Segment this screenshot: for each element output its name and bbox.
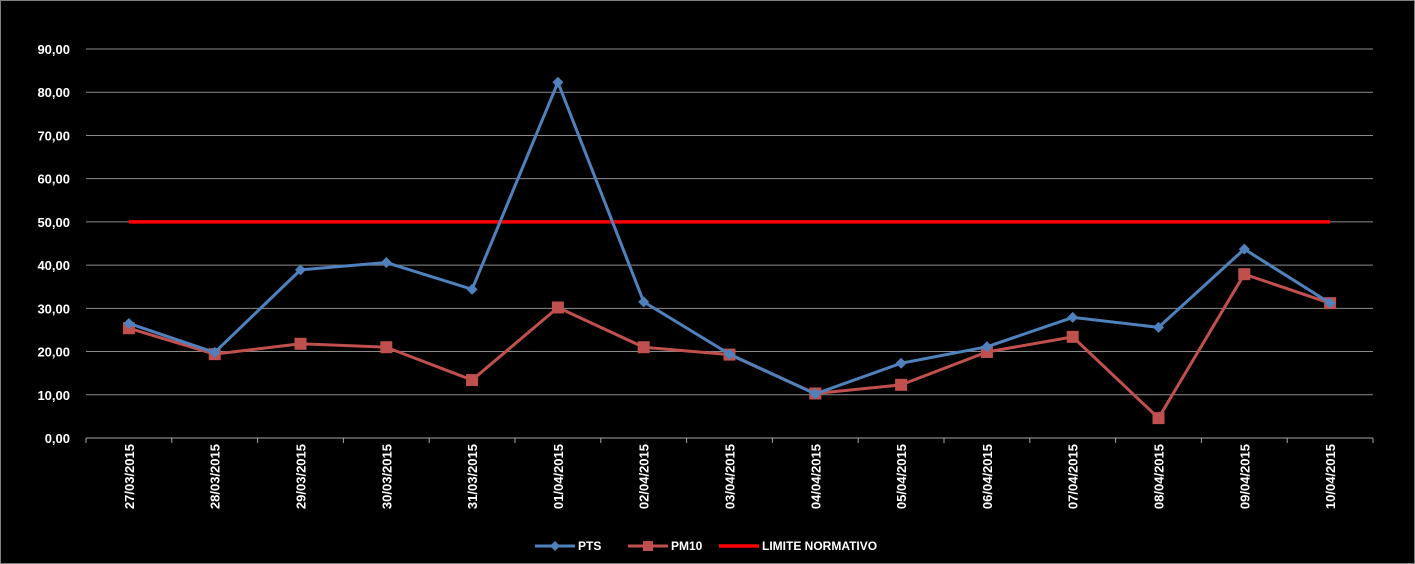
x-tick-label: 01/04/2015 (551, 444, 566, 509)
pm10-point (551, 301, 564, 314)
pts-point (724, 348, 735, 360)
x-tick-label: 08/04/2015 (1152, 444, 1167, 509)
y-tick-label: 40,00 (37, 258, 70, 273)
y-tick-label: 60,00 (37, 172, 70, 187)
legend-label-pts: PTS (578, 539, 601, 553)
y-tick-label: 70,00 (37, 128, 70, 143)
pts-point (1324, 297, 1336, 309)
series-line-pts (128, 80, 1331, 396)
x-tick-label: 27/03/2015 (122, 444, 137, 509)
y-tick-label: 90,00 (37, 42, 70, 57)
pts-point (638, 296, 650, 308)
x-tick-label: 04/04/2015 (808, 444, 823, 509)
x-tick-label: 06/04/2015 (980, 444, 995, 509)
x-tick-label: 10/04/2015 (1323, 444, 1338, 509)
pts-point (466, 283, 478, 295)
legend-label-pm10: PM10 (671, 539, 703, 553)
x-tick-label: 28/03/2015 (208, 444, 223, 509)
pts-point (380, 257, 392, 269)
x-tick-label: 31/03/2015 (465, 444, 480, 509)
series-line-pm10 (128, 272, 1331, 420)
y-tick-label: 10,00 (37, 388, 70, 403)
pm10-point (1066, 330, 1079, 343)
pm10-point (294, 337, 307, 350)
pts-point (295, 264, 306, 276)
pts-point (1238, 243, 1250, 255)
x-tick-label: 30/03/2015 (379, 444, 394, 509)
pm10-point (895, 378, 908, 391)
pm10-point (1152, 412, 1165, 425)
y-tick-label: 20,00 (37, 345, 70, 360)
pts-point (123, 317, 135, 329)
pm10-point (637, 341, 650, 354)
pts-point (981, 341, 993, 353)
x-tick-label: 03/04/2015 (723, 444, 738, 509)
pts-point (809, 388, 821, 400)
y-tick-label: 80,00 (37, 85, 70, 100)
y-tick-label: 30,00 (37, 301, 70, 316)
y-tick-label: 0,00 (45, 431, 70, 446)
pts-point (209, 346, 221, 358)
legend-label-limite-normativo: LIMITE NORMATIVO (762, 539, 877, 553)
pm10-point (380, 341, 393, 354)
x-tick-label: 29/03/2015 (294, 444, 309, 509)
x-tick-label: 07/04/2015 (1066, 444, 1081, 509)
pts-point (895, 357, 907, 369)
pm10-point (1238, 268, 1251, 281)
pts-point (1067, 311, 1079, 323)
legend-marker-pm10 (643, 541, 653, 551)
x-tick-label: 09/04/2015 (1237, 444, 1252, 509)
x-tick-label: 02/04/2015 (637, 444, 652, 509)
pm10-point (466, 374, 479, 387)
pts-point (1153, 321, 1164, 333)
x-tick-label: 05/04/2015 (894, 444, 909, 509)
y-tick-label: 50,00 (37, 215, 70, 230)
legend-marker-pts (550, 541, 560, 551)
pts-point (552, 76, 564, 88)
